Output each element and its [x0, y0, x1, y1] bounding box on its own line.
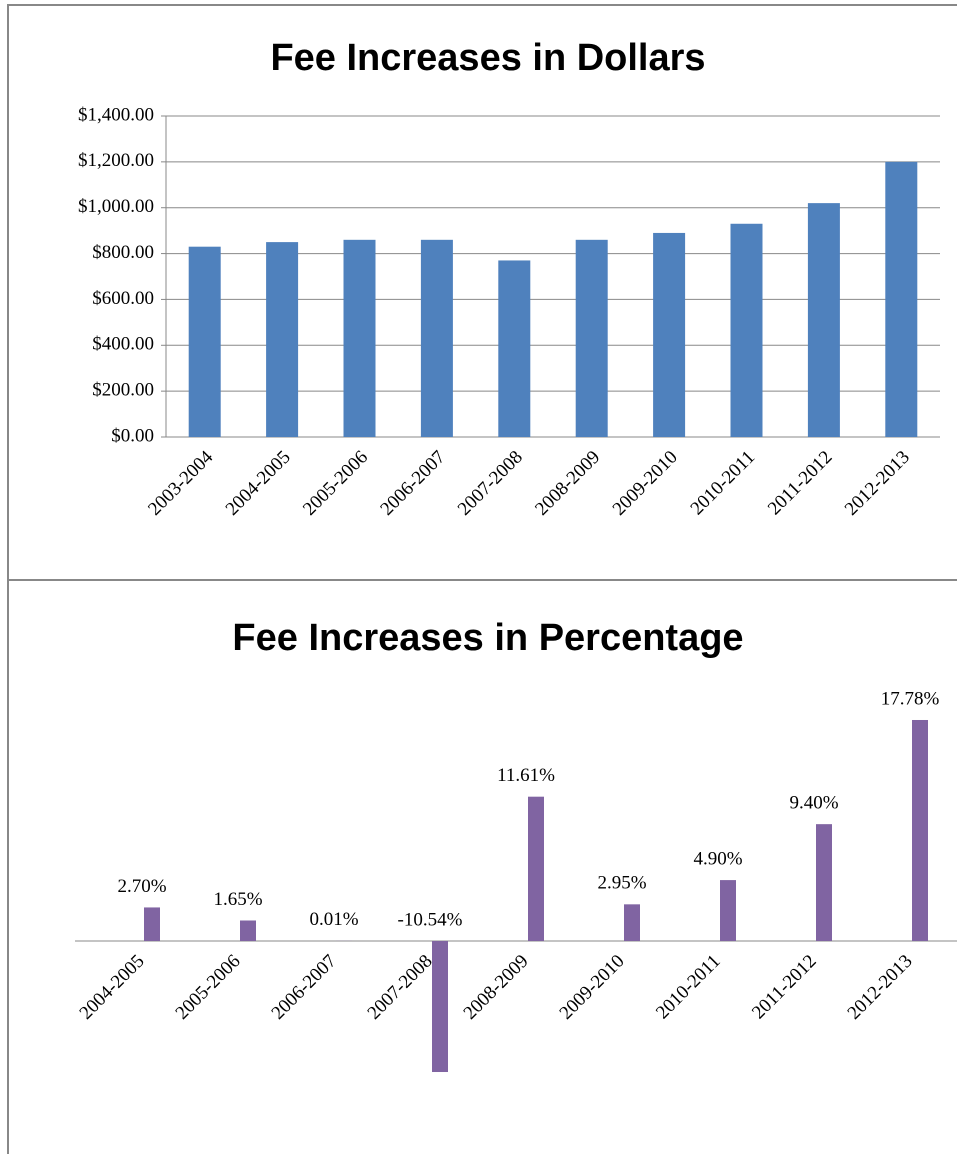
x-tick-label: 2007-2008 [364, 951, 437, 1024]
y-tick-label: $800.00 [92, 242, 154, 263]
bar [807, 203, 840, 437]
bar [653, 232, 686, 437]
x-tick-label: 2010-2011 [652, 951, 725, 1024]
bar [188, 246, 221, 437]
y-tick-label: $1,000.00 [78, 196, 154, 217]
x-tick-label: 2008-2009 [531, 447, 604, 520]
x-tick-label: 2004-2005 [76, 951, 149, 1024]
x-tick-label: 2004-2005 [222, 447, 295, 520]
x-tick-label: 2008-2009 [460, 951, 533, 1024]
bar [498, 260, 531, 437]
y-tick-label: $1,400.00 [78, 104, 154, 125]
x-tick-label: 2003-2004 [144, 446, 217, 519]
bar [144, 907, 160, 941]
x-tick-label: 2009-2010 [556, 951, 629, 1024]
data-label: 2.95% [597, 873, 646, 894]
bar [420, 239, 453, 437]
y-tick-label: $600.00 [92, 288, 154, 309]
bar [720, 880, 736, 941]
y-tick-label: $1,200.00 [78, 150, 154, 171]
bar [528, 796, 544, 941]
chart-frame [7, 579, 957, 1154]
x-tick-label: 2005-2006 [299, 447, 372, 520]
bar [432, 941, 448, 1073]
x-tick-label: 2012-2013 [841, 447, 914, 520]
bar [266, 242, 299, 437]
bar [575, 239, 608, 437]
bar [816, 824, 832, 941]
y-tick-label: $400.00 [92, 334, 154, 355]
x-tick-label: 2006-2007 [268, 951, 341, 1024]
bar [624, 904, 640, 941]
data-label: -10.54% [398, 909, 463, 930]
data-label: 2.70% [117, 876, 166, 897]
chart-title: Fee Increases in Dollars [270, 37, 705, 79]
data-label: 11.61% [497, 765, 555, 786]
bar [240, 920, 256, 941]
x-tick-label: 2006-2007 [376, 447, 449, 520]
bar [912, 719, 928, 941]
x-tick-label: 2009-2010 [609, 447, 682, 520]
chart-title: Fee Increases in Percentage [232, 617, 743, 659]
x-tick-label: 2005-2006 [172, 951, 245, 1024]
x-tick-label: 2011-2012 [748, 951, 821, 1024]
x-tick-label: 2011-2012 [764, 447, 837, 520]
data-label: 0.01% [309, 909, 358, 930]
y-tick-label: $200.00 [92, 380, 154, 401]
data-label: 17.78% [881, 688, 940, 709]
data-label: 4.90% [693, 848, 742, 869]
bar [343, 239, 376, 437]
x-tick-label: 2012-2013 [844, 951, 917, 1024]
x-tick-label: 2007-2008 [454, 447, 527, 520]
bar [885, 161, 918, 437]
data-label: 9.40% [789, 793, 838, 814]
y-tick-label: $0.00 [111, 425, 154, 446]
data-label: 1.65% [213, 889, 262, 910]
x-tick-label: 2010-2011 [687, 447, 760, 520]
bar [730, 223, 763, 437]
